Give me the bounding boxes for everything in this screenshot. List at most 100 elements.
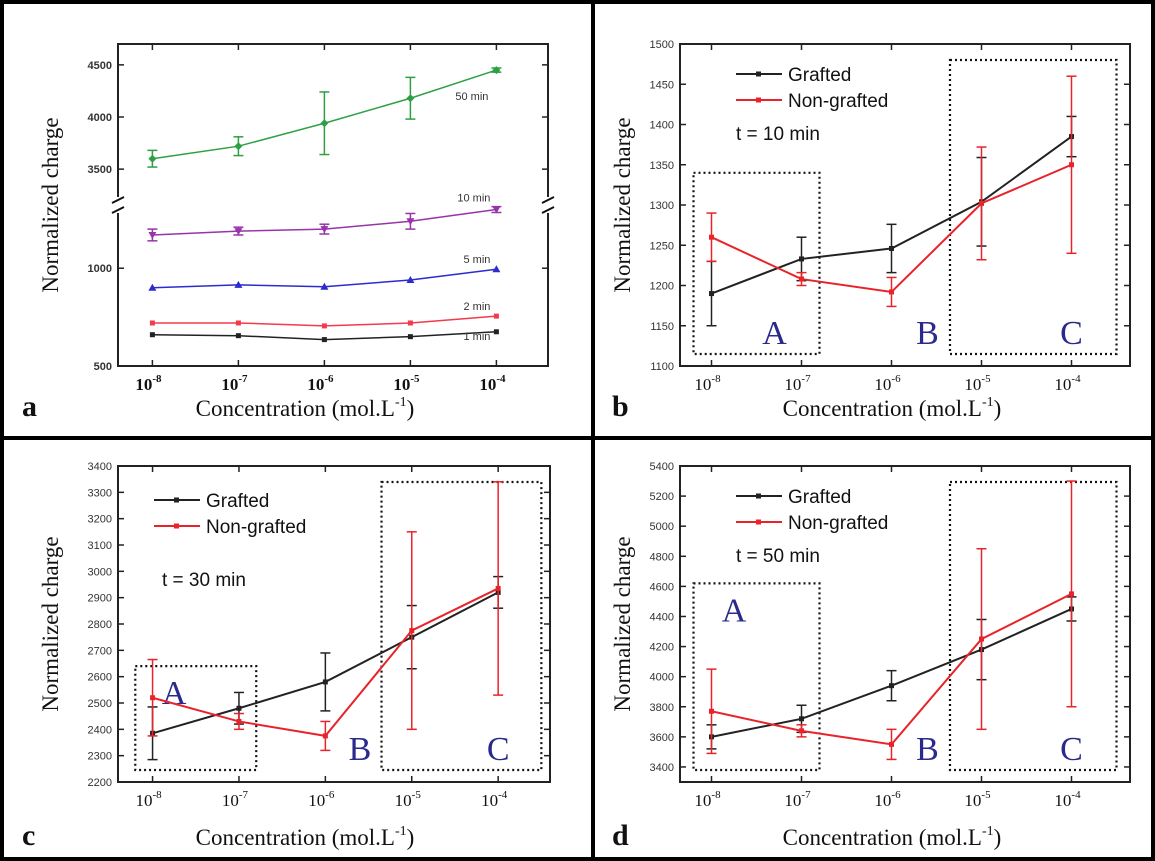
x-tick-label: 10-6: [307, 373, 334, 394]
y-tick-label: 1450: [650, 79, 674, 91]
y-tick-label: 5200: [650, 491, 674, 503]
x-tick-exponent: -8: [711, 789, 721, 801]
panel-letter-d: d: [612, 819, 629, 852]
data-point: [148, 283, 157, 291]
y-tick-label: 2900: [88, 593, 112, 605]
series-label: 2 min: [463, 301, 490, 313]
data-point: [407, 320, 413, 326]
series-50-min: 50 min: [147, 66, 502, 168]
y-tick-label: 3600: [650, 732, 674, 744]
axis-break-mark: [541, 196, 555, 204]
data-point: [492, 265, 501, 273]
y-tick-label: 3400: [88, 461, 112, 473]
region-box-c: [948, 58, 1118, 356]
y-tick-label: 3200: [88, 514, 112, 526]
data-point: [406, 275, 415, 283]
x-tick-label: 10-8: [694, 789, 721, 810]
plot-frame: [679, 465, 1131, 783]
x-tick-exponent: -5: [410, 373, 420, 385]
x-tick-exponent: -5: [981, 373, 991, 385]
region-box-a: [692, 582, 821, 772]
data-point: [320, 282, 329, 290]
y-tick-label: 4500: [88, 60, 112, 72]
legend-label: Grafted: [788, 65, 851, 86]
x-tick-base: 10: [395, 791, 412, 810]
x-tick-base: 10: [874, 375, 891, 394]
x-tick-exponent: -6: [324, 373, 334, 385]
data-point: [148, 231, 157, 239]
y-tick-label: 2400: [88, 724, 112, 736]
x-tick-base: 10: [135, 375, 152, 394]
legend-swatch-marker: [756, 519, 761, 525]
x-axis-label: Concentration (mol.L-1): [196, 395, 415, 421]
data-point: [406, 218, 415, 226]
axis-break-mark: [111, 196, 125, 204]
panel-letter-a: a: [22, 390, 37, 423]
series-label: 10 min: [457, 193, 490, 205]
region-label-c: C: [1060, 315, 1083, 352]
x-tick-label: 10-4: [1054, 373, 1081, 394]
series-non-grafted: [706, 480, 1077, 761]
data-point: [889, 683, 894, 689]
chart-panel-c: 2200 2300 2400 2500 2600 2700 2800 2900 3000 3100…: [38, 461, 551, 850]
region-label-a: A: [762, 315, 787, 352]
x-tick-base: 10: [222, 791, 239, 810]
legend-swatch-marker: [756, 493, 761, 499]
y-tick-label: 2500: [88, 698, 112, 710]
y-tick-label: 3800: [650, 702, 674, 714]
x-tick-label: 10-7: [221, 373, 248, 394]
data-point: [234, 228, 243, 236]
data-point: [799, 256, 804, 262]
x-tick-exponent: -5: [981, 789, 991, 801]
data-point: [406, 94, 415, 103]
x-axis-label-main: Concentration (mol.L: [783, 825, 982, 850]
data-point: [799, 728, 804, 734]
y-tick-label: 1350: [650, 160, 674, 172]
panel-letter-c: c: [22, 819, 35, 852]
x-tick-base: 10: [1054, 375, 1071, 394]
data-point: [234, 280, 243, 288]
legend-label: Non-grafted: [788, 91, 888, 112]
x-tick-base: 10: [221, 375, 238, 394]
x-tick-base: 10: [481, 791, 498, 810]
axis-break-gap: [544, 197, 552, 213]
time-annotation: t = 30 min: [162, 570, 246, 591]
series-1-min: 1 min: [149, 329, 499, 343]
x-tick-exponent: -4: [1071, 789, 1081, 801]
y-tick-label: 5000: [650, 521, 674, 533]
data-point: [495, 585, 501, 591]
x-axis-label-sup: -1: [395, 824, 407, 839]
x-tick-exponent: -4: [496, 373, 506, 385]
y-tick-label: 1250: [650, 240, 674, 252]
data-point: [492, 206, 501, 214]
series-grafted: [706, 115, 1077, 327]
legend-swatch-marker: [174, 523, 179, 529]
series-10-min: 10 min: [147, 193, 502, 242]
x-tick-base: 10: [694, 375, 711, 394]
series-5-min: 5 min: [148, 254, 501, 291]
y-tick-label: 5400: [650, 461, 674, 473]
legend-label: Non-grafted: [206, 517, 306, 538]
x-tick-label: 10-7: [784, 789, 811, 810]
x-axis-label: Concentration (mol.L-1): [783, 395, 1002, 421]
data-point: [979, 200, 984, 206]
y-tick-label: 1000: [88, 263, 112, 275]
x-tick-base: 10: [694, 791, 711, 810]
y-tick-label: 4400: [650, 611, 674, 623]
x-tick-label: 10-4: [479, 373, 506, 394]
y-tick-label: 3300: [88, 487, 112, 499]
data-point: [321, 323, 327, 329]
data-point: [321, 337, 327, 343]
y-tick-label: 2300: [88, 751, 112, 763]
data-point: [1069, 162, 1074, 168]
chart-panel-d: 3400 3600 3800 4000 4200 4400 4600 4800 5000 5200…: [610, 461, 1131, 850]
x-tick-label: 10-4: [481, 789, 508, 810]
x-tick-exponent: -7: [801, 789, 811, 801]
region-box-c: [948, 480, 1118, 772]
series-non-grafted: [147, 481, 504, 752]
series-label: 5 min: [463, 254, 490, 266]
y-tick-label: 2800: [88, 619, 112, 631]
y-tick-label: 2600: [88, 672, 112, 684]
